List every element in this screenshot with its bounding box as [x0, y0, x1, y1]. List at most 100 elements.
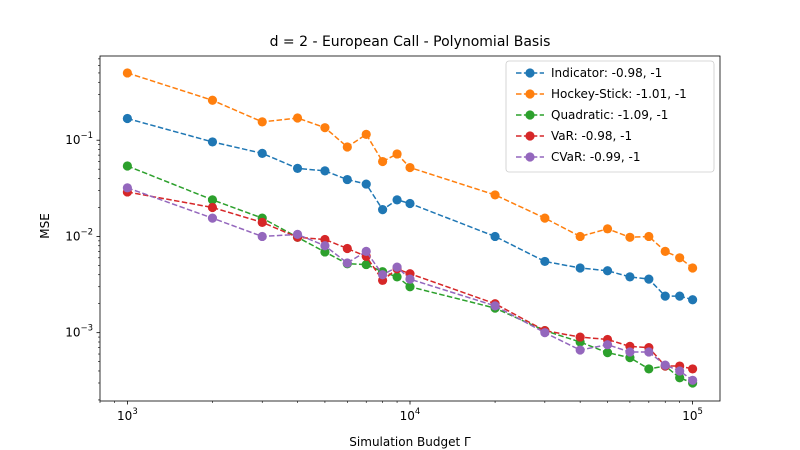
data-point [490, 301, 500, 311]
legend-label: VaR: -0.98, -1 [551, 129, 632, 143]
legend-label: Quadratic: -1.09, -1 [551, 108, 668, 122]
data-point [540, 256, 550, 267]
data-point [602, 266, 613, 276]
data-point [575, 332, 585, 342]
data-point [361, 246, 371, 256]
legend-marker [525, 131, 535, 141]
legend-label: CVaR: -0.99, -1 [551, 150, 640, 164]
series-1 [122, 68, 698, 273]
data-point [688, 375, 698, 385]
data-point [688, 364, 698, 374]
legend-marker [525, 152, 535, 162]
data-point [625, 347, 635, 357]
data-point [257, 231, 267, 242]
data-point [257, 117, 267, 127]
data-point [675, 291, 685, 301]
data-point [675, 253, 685, 263]
data-point [378, 270, 388, 280]
legend-marker [525, 89, 535, 99]
y-tick-label: 10−2 [65, 227, 93, 243]
data-point [361, 259, 371, 270]
data-point [378, 156, 388, 167]
data-point [660, 246, 670, 256]
data-point [675, 373, 685, 383]
x-tick-label: 103 [117, 407, 138, 423]
data-point [540, 213, 550, 223]
data-point [405, 162, 415, 173]
data-point [342, 258, 352, 268]
data-point [644, 231, 654, 242]
data-point [405, 282, 415, 292]
data-point [392, 149, 402, 159]
y-tick-label: 10−3 [65, 324, 93, 340]
data-point [602, 340, 613, 350]
data-point [342, 142, 352, 152]
data-point [361, 129, 371, 139]
data-point [625, 272, 635, 282]
data-point [292, 163, 303, 173]
legend-label: Hockey-Stick: -1.01, -1 [551, 87, 687, 101]
legend-item: Indicator: -0.98, -1 [516, 66, 662, 80]
data-point [122, 183, 132, 193]
data-point [490, 231, 500, 242]
data-point [361, 179, 371, 189]
data-point [207, 195, 218, 205]
series-0 [122, 113, 698, 305]
data-point [122, 113, 132, 124]
series-4 [122, 183, 698, 385]
data-point [342, 243, 352, 254]
data-point [320, 234, 330, 245]
data-point [688, 263, 698, 273]
data-point [207, 202, 218, 213]
data-point [342, 174, 352, 185]
data-point [405, 274, 415, 284]
data-point [644, 347, 654, 357]
legend-marker [525, 68, 535, 78]
legend-item: VaR: -0.98, -1 [516, 129, 632, 143]
data-point [625, 232, 635, 242]
data-point [602, 348, 613, 358]
data-point [320, 123, 330, 133]
data-point [257, 217, 267, 227]
data-point [660, 291, 670, 301]
data-point [602, 224, 613, 234]
data-point [207, 95, 218, 105]
data-point [257, 148, 267, 158]
x-tick-label: 105 [682, 407, 703, 423]
data-point [392, 195, 402, 205]
legend-item: CVaR: -0.99, -1 [516, 150, 640, 164]
data-point [320, 166, 330, 176]
legend-marker [525, 110, 535, 120]
data-point [122, 68, 132, 78]
data-point [292, 113, 303, 123]
data-point [575, 263, 585, 273]
plot-area: 103 104 105 10−3 10−2 10−1 [65, 55, 721, 423]
legend-box [505, 60, 715, 173]
data-point [378, 205, 388, 215]
y-axis-label: MSE [38, 213, 52, 239]
legend-label: Indicator: -0.98, -1 [551, 66, 662, 80]
data-point [660, 360, 670, 370]
data-point [122, 161, 132, 171]
data-point [575, 231, 585, 242]
data-point [675, 366, 685, 376]
data-point [575, 345, 585, 355]
data-point [207, 213, 218, 223]
data-point [392, 262, 402, 272]
data-point [490, 190, 500, 200]
data-point [405, 198, 415, 209]
x-axis-label: Simulation Budget Γ [349, 435, 471, 449]
x-tick-label: 104 [400, 407, 421, 423]
data-point [540, 328, 550, 338]
chart-title: d = 2 - European Call - Polynomial Basis [270, 34, 551, 50]
data-point [292, 229, 303, 240]
data-point [207, 137, 218, 147]
legend-item: Hockey-Stick: -1.01, -1 [516, 87, 687, 101]
y-tick-label: 10−1 [65, 131, 93, 147]
data-point [320, 241, 330, 251]
data-point [688, 295, 698, 305]
legend: Indicator: -0.98, -1 Hockey-Stick: -1.01,… [505, 60, 715, 173]
data-point [644, 274, 654, 284]
legend-item: Quadratic: -1.09, -1 [516, 108, 668, 122]
